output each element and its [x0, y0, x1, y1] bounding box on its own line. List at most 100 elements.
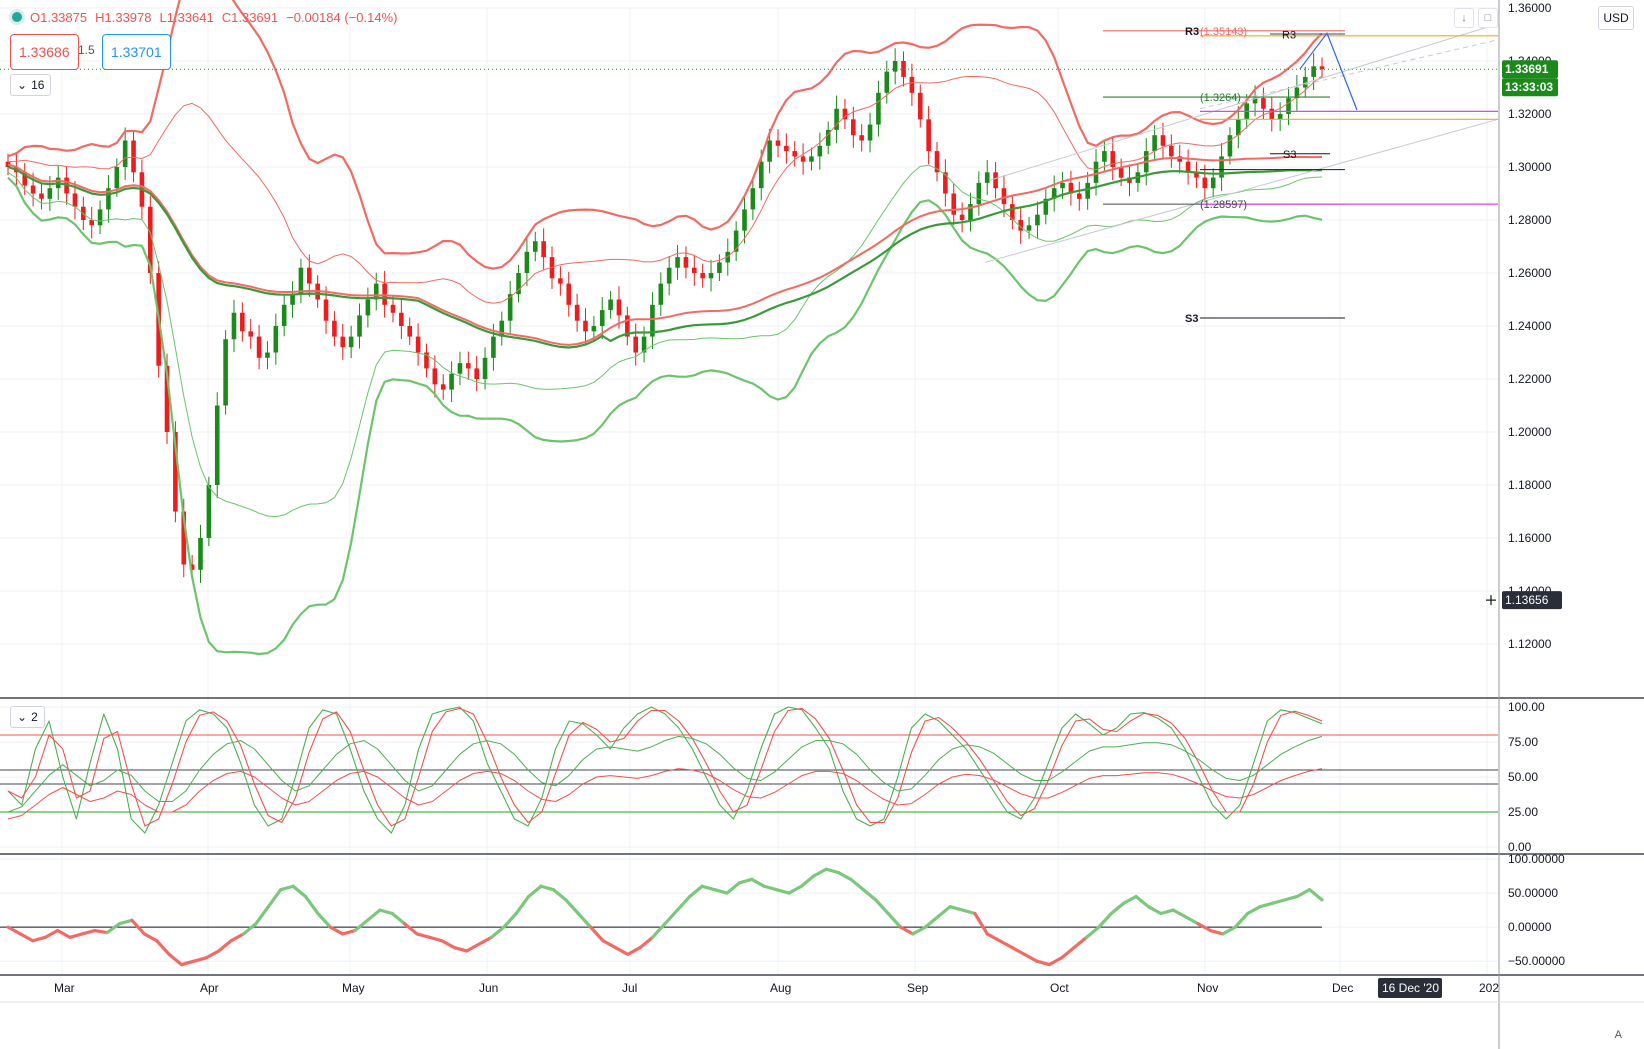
osc-segment: [688, 884, 704, 899]
candle-body: [114, 167, 120, 189]
osc-segment: [502, 911, 518, 929]
osc-segment: [291, 884, 308, 899]
osc-segment: [465, 942, 481, 953]
osc-segment: [551, 888, 568, 902]
osc-segment: [626, 945, 642, 956]
maximize-icon[interactable]: □: [1478, 8, 1498, 28]
candle-body: [457, 363, 463, 374]
osc-segment: [1134, 894, 1151, 909]
osc-segment: [700, 884, 717, 892]
candle-body: [524, 251, 530, 273]
candle-body: [240, 312, 245, 332]
candle-body: [1102, 151, 1107, 162]
candle-body: [474, 368, 479, 379]
pivot-label-r3: R3: [1185, 26, 1199, 38]
osc-segment: [1246, 905, 1262, 916]
indicator-count: 16: [31, 78, 45, 92]
candle-body: [583, 320, 588, 332]
candle-body: [198, 538, 203, 570]
candle-body: [717, 262, 722, 273]
candle-body: [675, 257, 680, 268]
chevron-down-icon: ⌄: [17, 78, 28, 92]
osc-segment: [663, 908, 679, 926]
move-down-icon[interactable]: ↓: [1454, 8, 1474, 28]
time-tick-label: Nov: [1197, 981, 1218, 995]
osc-segment: [1022, 952, 1039, 963]
osc-segment: [266, 888, 283, 909]
time-tick-label: Apr: [200, 981, 219, 995]
candle-body: [884, 71, 890, 93]
upper-band-inner: [7, 75, 1323, 304]
candle-body: [934, 151, 940, 173]
candle-body: [959, 214, 965, 220]
osc-segment: [1010, 945, 1027, 956]
osc-segment: [1060, 945, 1076, 960]
stoch-series-slow-d: [7, 768, 1323, 820]
countdown-badge: 13:33:03: [1505, 80, 1553, 94]
time-tick-label: May: [342, 981, 365, 995]
time-badge: 16 Dec '20: [1382, 981, 1439, 995]
time-tick-label: Mar: [54, 981, 75, 995]
buy-button[interactable]: 1.33701: [102, 34, 171, 70]
candle-body: [558, 278, 563, 284]
stochastic-toggle-button[interactable]: ⌄ 2: [10, 706, 45, 728]
candle-body: [1010, 204, 1015, 220]
candle-body: [290, 294, 295, 305]
candle-body: [1269, 108, 1275, 120]
candle-body: [1060, 182, 1065, 189]
candle-body: [97, 209, 103, 226]
stoch-series-d: [7, 707, 1323, 827]
candle-body: [1185, 161, 1191, 173]
time-tick-label: Aug: [770, 981, 791, 995]
osc-segment: [105, 922, 122, 935]
stoch-tick-label: 100.00: [1508, 700, 1545, 714]
candle-body: [122, 140, 128, 167]
osc-segment: [1097, 911, 1113, 929]
stoch-tick-label: 25.00: [1508, 805, 1538, 819]
candle-body: [1311, 66, 1316, 77]
auto-scale-button[interactable]: A: [1614, 1029, 1622, 1041]
candle-body: [1177, 156, 1183, 162]
osc-segment: [1295, 888, 1312, 899]
candle-body: [901, 61, 906, 77]
osc-segment: [799, 874, 816, 888]
candle-body: [72, 193, 78, 207]
indicators-toggle-button[interactable]: ⌄ 16: [10, 74, 52, 96]
price-tick-label: 1.32000: [1508, 107, 1552, 121]
candle-body: [1127, 177, 1132, 183]
sell-button[interactable]: 1.33686: [10, 34, 79, 70]
osc-segment: [514, 894, 531, 916]
stoch-series-k: [7, 706, 1323, 834]
osc-segment: [167, 952, 184, 967]
candle-body: [1219, 156, 1224, 178]
time-tick-label: Sep: [907, 981, 929, 995]
candle-body: [440, 384, 446, 390]
osc-segment: [316, 911, 332, 929]
osc-segment: [43, 928, 60, 939]
osc-segment: [613, 945, 630, 956]
candle-body: [47, 188, 53, 199]
candle-body: [306, 267, 312, 284]
candle-body: [775, 140, 781, 146]
time-badge-bg: [1378, 978, 1442, 998]
osc-segment: [378, 908, 394, 916]
candle-body: [1277, 114, 1283, 120]
osc-segment: [403, 922, 419, 936]
candle-body: [1018, 220, 1024, 231]
low-value: L1.33641: [159, 9, 214, 25]
candle-body: [767, 140, 772, 162]
currency-selector[interactable]: USD: [1598, 6, 1634, 30]
lower-band-outer: [7, 176, 1323, 656]
candle-body: [214, 405, 220, 485]
stoch-tick-label: 0.00: [1508, 840, 1532, 854]
osc-segment: [477, 935, 494, 946]
osc-segment: [737, 877, 754, 885]
pivot-value-label: (1.28597): [1200, 199, 1247, 211]
candle-body: [968, 204, 973, 220]
candle-body: [415, 336, 421, 353]
osc-tick-label: 100.00000: [1508, 852, 1565, 866]
osc-segment: [1283, 894, 1299, 902]
osc-segment: [874, 898, 890, 916]
osc-segment: [204, 949, 221, 960]
